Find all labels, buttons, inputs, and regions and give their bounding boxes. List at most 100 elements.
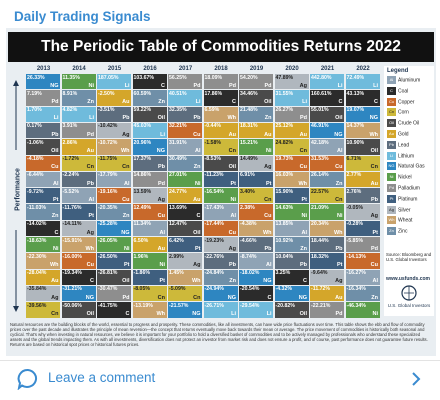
table-cell: 160.61% C <box>310 90 344 106</box>
cell-value: 21.09% <box>311 204 329 211</box>
channel-name[interactable]: Daily Trading Signals <box>14 9 151 24</box>
cell-value: 6.50% <box>133 237 149 244</box>
legend-entry: Pd Palladium <box>384 183 434 195</box>
cell-value: 18.09% <box>204 74 223 81</box>
table-cell: 26.27% Pd <box>274 106 309 122</box>
table-cell: 15.90% Pt <box>274 188 309 204</box>
cell-symbol: Ag <box>86 229 94 236</box>
table-cell: -11.72% Au <box>310 285 344 302</box>
table-cell: 18.32% Pt <box>310 253 344 269</box>
table-cell: 43.13% C <box>345 90 380 106</box>
cell-symbol: C <box>303 278 307 285</box>
table-cell: -5.85% Pd <box>345 237 380 253</box>
cell-value: 25.12% <box>275 123 294 130</box>
cell-symbol: Oil <box>228 164 236 171</box>
table-cell: -22.30% Wh <box>26 253 60 269</box>
cell-symbol: Oil <box>86 311 94 318</box>
legend-swatch: Pb <box>387 140 396 149</box>
table-cell: 442.80% Li <box>310 74 344 90</box>
cell-symbol: NG <box>85 294 94 301</box>
cell-value: -11.75% <box>98 156 118 162</box>
cell-value: 103.67% <box>133 74 154 81</box>
table-cell: -18.63% Ni <box>26 237 60 253</box>
legend-entry: NG Natural Gas <box>384 162 434 173</box>
cell-value: -50.06% <box>62 302 82 309</box>
cell-value: 1.70% <box>27 107 42 114</box>
cell-symbol: Zn <box>335 180 343 187</box>
cell-value: -14.13% <box>346 253 366 260</box>
cell-symbol: Ag <box>157 196 165 203</box>
legend: Legend Al Aluminum C Coal Cu Copper Cn Corn Oil C… <box>384 66 434 316</box>
table-cell: -17.44% Cu <box>203 220 238 237</box>
cell-symbol: Cu <box>264 213 272 220</box>
table-cell: 72.49% Li <box>345 74 380 90</box>
cell-symbol: Cu <box>370 262 378 269</box>
cell-symbol: Cu <box>299 164 307 171</box>
cell-symbol: Li <box>53 115 59 122</box>
cell-symbol: Al <box>159 229 166 236</box>
table-cell: -16.00% Cu <box>61 253 96 269</box>
cell-symbol: Oil <box>157 115 165 122</box>
cell-symbol: Pt <box>230 180 237 187</box>
cell-value: 10.92% <box>275 237 294 244</box>
cell-symbol: Ni <box>372 311 379 318</box>
cell-value: 14.63% <box>275 204 294 211</box>
cell-value: -24.84% <box>204 270 224 277</box>
table-cell: -5.52% Al <box>61 188 96 204</box>
cell-value: 2.38% <box>240 204 255 211</box>
cell-symbol: Ni <box>230 196 237 203</box>
table-cell: -20.82% Oil <box>274 302 309 318</box>
cell-value: -4.38% <box>240 221 257 228</box>
table-cell: 10.90% Oil <box>345 139 380 155</box>
cell-value: 14.86% <box>133 172 152 179</box>
cell-value: -5.52% <box>62 188 79 195</box>
legend-entry: Li Lithium <box>384 151 434 163</box>
year-header: 2019 <box>249 66 264 72</box>
legend-entry: Zn Zinc <box>384 227 434 238</box>
legend-label: Copper <box>398 98 415 105</box>
table-cell: 18.31% Au <box>239 122 273 139</box>
cell-value: 2.99% <box>169 253 184 260</box>
cell-symbol: Pb <box>157 164 165 171</box>
cell-symbol: Pd <box>228 82 236 89</box>
table-cell: 27.01% Ni <box>168 171 202 188</box>
table-cell: 24.82% Cn <box>274 139 309 155</box>
cell-symbol: Oil <box>299 311 307 318</box>
cell-value: 55.01% <box>311 107 329 114</box>
legend-label: Silver <box>398 206 411 213</box>
cell-value: -21.57% <box>169 302 189 309</box>
legend-items: Al Aluminum C Coal Cu Copper Cn Corn Oil Crude Oi… <box>384 76 434 238</box>
cell-value: 2.76% <box>346 188 362 195</box>
cell-symbol: Al <box>53 180 59 187</box>
table-cell: -16.54% Ni <box>203 188 238 204</box>
table-cell: 12.47% Oil <box>168 220 202 237</box>
cell-value: 7.19% <box>27 90 42 97</box>
legend-entry: Ni Nickel <box>384 173 434 184</box>
year-header: 2020 <box>285 66 299 72</box>
cell-symbol: Al <box>372 278 379 285</box>
legend-label: Crude Oil <box>398 120 420 127</box>
legend-label: Gold <box>398 131 409 138</box>
comment-button[interactable]: Leave a comment <box>48 370 156 385</box>
chevron[interactable] <box>410 371 422 387</box>
comment-icon[interactable] <box>17 368 39 390</box>
table-cell: -22.21% Pd <box>310 302 344 318</box>
cell-symbol: Cu <box>228 229 236 236</box>
cell-symbol: Au <box>157 245 165 252</box>
cell-symbol: NG <box>192 311 201 318</box>
table-cell: -10.72% Wh <box>97 139 131 155</box>
cell-symbol: Ag <box>370 213 378 220</box>
table-cell: 54.20% Pd <box>239 74 273 90</box>
cell-value: 18.31% <box>240 123 258 130</box>
table-cell: -4.66% Pb <box>239 237 273 253</box>
legend-swatch: Au <box>387 129 396 138</box>
cell-symbol: NG <box>156 148 165 155</box>
cell-value: -19.23% <box>204 237 224 244</box>
cell-value: -26.05% <box>98 237 118 244</box>
cell-value: 21.48% <box>240 107 258 114</box>
cell-symbol: Pb <box>228 262 236 269</box>
cell-symbol: Wh <box>262 229 272 236</box>
cell-symbol: Pt <box>337 262 343 269</box>
table-cell: 2.76% Pb <box>345 188 380 204</box>
cell-symbol: Pd <box>51 99 59 106</box>
